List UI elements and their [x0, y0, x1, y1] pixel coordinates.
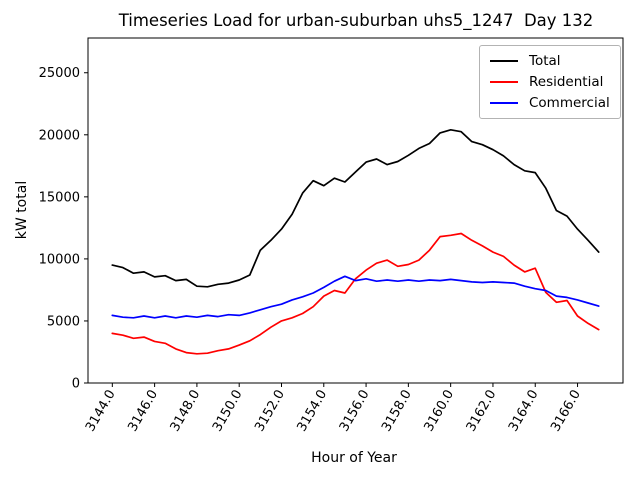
plot-frame: [87, 37, 624, 384]
legend-line-swatch: [490, 81, 518, 83]
x-tick-label: 3150.0: [210, 388, 246, 435]
legend-line-swatch: [490, 60, 518, 62]
series-line-residential: [111, 232, 600, 355]
x-tick-label: 3146.0: [125, 388, 161, 435]
legend-line-swatch: [490, 102, 518, 104]
y-tick-label: 5000: [47, 314, 80, 329]
y-tick-label: 15000: [39, 190, 80, 205]
x-tick-label: 3156.0: [337, 388, 373, 435]
x-tick-label: 3154.0: [295, 388, 331, 435]
legend-label: Residential: [529, 74, 604, 90]
y-tick-label: 0: [72, 377, 80, 392]
x-tick-label: 3162.0: [464, 388, 500, 435]
legend-item-residential: Residential: [490, 74, 612, 90]
y-tick-label: 10000: [39, 252, 80, 267]
x-tick-label: 3152.0: [252, 388, 288, 435]
x-axis-label: Hour of Year: [311, 450, 397, 466]
legend-item-commercial: Commercial: [490, 95, 612, 111]
legend-label: Total: [529, 53, 561, 69]
x-tick-label: 3158.0: [379, 388, 415, 435]
x-tick-label: 3148.0: [168, 388, 204, 435]
legend-label: Commercial: [529, 95, 610, 111]
y-axis-label: kW total: [14, 181, 30, 239]
chart-title: Timeseries Load for urban-suburban uhs5_…: [118, 11, 594, 31]
x-tick-label: 3160.0: [421, 388, 457, 435]
legend: Total Residential Commercial: [479, 45, 621, 119]
x-tick-label: 3164.0: [506, 388, 542, 435]
y-tick-label: 25000: [39, 66, 80, 81]
series-line-commercial: [111, 275, 600, 319]
x-tick-label: 3166.0: [548, 388, 584, 435]
legend-item-total: Total: [490, 53, 612, 69]
y-tick-label: 20000: [39, 128, 80, 143]
x-tick-label: 3144.0: [83, 388, 119, 435]
series-line-total: [111, 128, 600, 288]
